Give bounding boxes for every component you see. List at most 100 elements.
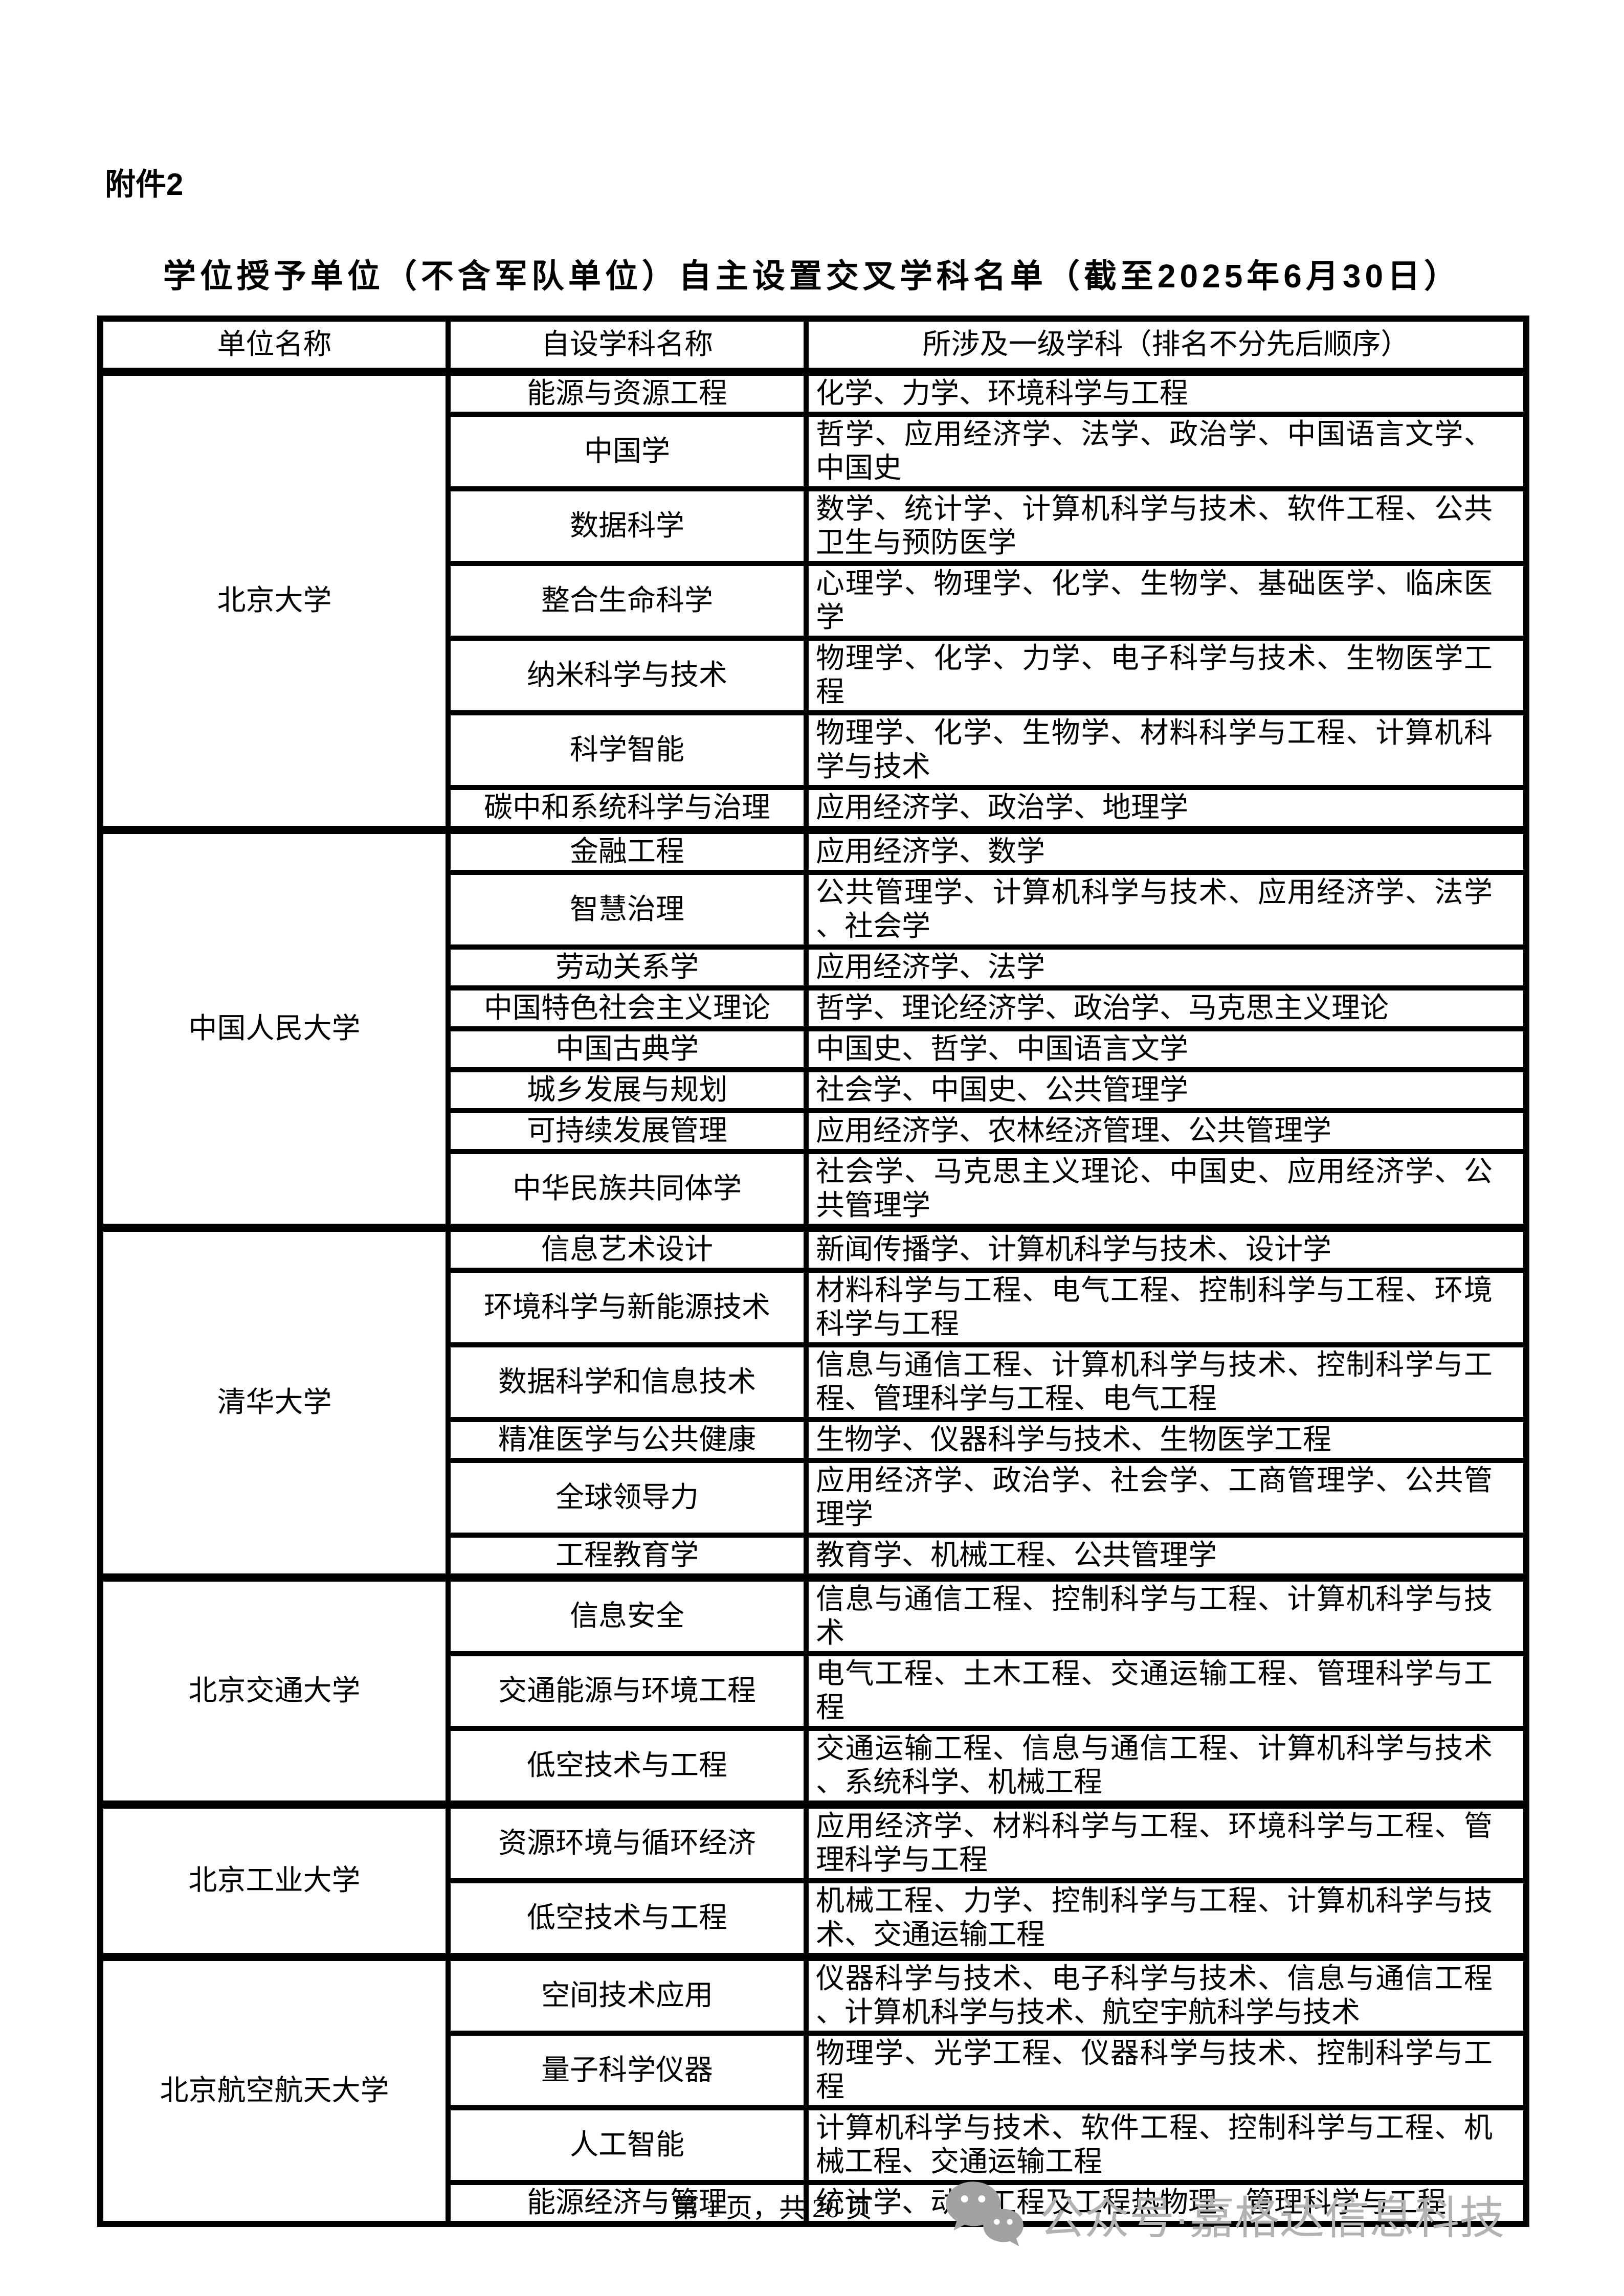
table-row: 中国特色社会主义理论 哲学、理论经济学、政治学、马克思主义理论 xyxy=(100,985,1529,1031)
subject-cell: 低空技术与工程 xyxy=(446,1878,809,1960)
subject-cell: 资源环境与循环经济 xyxy=(446,1800,809,1883)
page-title: 学位授予单位（不含军队单位）自主设置交叉学科名单（截至2025年6月30日） xyxy=(163,258,1461,295)
subject-cell: 精准医学与公共健康 xyxy=(446,1417,809,1463)
table-header-row: 单位名称 自设学科名称 所涉及一级学科（排名不分先后顺序） xyxy=(98,316,1529,374)
subject-cell: 城乡发展与规划 xyxy=(446,1067,809,1113)
disciplines-cell: 哲学、理论经济学、政治学、马克思主义理论 xyxy=(804,985,1529,1031)
disciplines-cell: 交通运输工程、信息与通信工程、计算机科学与技术、系统科学、机械工程 xyxy=(804,1726,1529,1807)
disciplines-cell: 社会学、马克思主义理论、中国史、应用经济学、公共管理学 xyxy=(804,1149,1529,1230)
disciplines-cell: 哲学、应用经济学、法学、政治学、中国语言文学、中国史 xyxy=(804,412,1529,491)
subject-cell: 纳米科学与技术 xyxy=(446,636,809,715)
table-row: 低空技术与工程 交通运输工程、信息与通信工程、计算机科学与技术、系统科学、机械工程 xyxy=(100,1726,1529,1807)
disciplines-table: 单位名称 自设学科名称 所涉及一级学科（排名不分先后顺序） 北京大学 能源与资源工… xyxy=(97,316,1529,2227)
university-cell: 北京工业大学 xyxy=(98,1800,451,1960)
disciplines-cell: 物理学、光学工程、仪器科学与技术、控制科学与工程 xyxy=(804,2031,1529,2110)
watermark-text: 公众号·嘉格达信息科技 xyxy=(1039,2193,1505,2243)
subject-cell: 中国学 xyxy=(446,412,809,491)
table-row: 能源经济与管理 统计学、动力工程及工程热物理、管理科学与工程 xyxy=(100,2180,1529,2226)
table-row: 清华大学 信息艺术设计 新闻传播学、计算机科学与技术、设计学 xyxy=(98,1224,1529,1580)
subject-cell: 中国特色社会主义理论 xyxy=(446,985,809,1031)
university-cell: 清华大学 xyxy=(98,1224,451,1580)
subject-cell: 整合生命科学 xyxy=(446,561,809,641)
subject-cell: 数据科学 xyxy=(446,486,809,566)
disciplines-cell: 心理学、物理学、化学、生物学、基础医学、临床医学 xyxy=(804,561,1529,641)
table-row: 纳米科学与技术 物理学、化学、力学、电子科学与技术、生物医学工程 xyxy=(100,636,1529,715)
disciplines-cell: 数学、统计学、计算机科学与技术、软件工程、公共卫生与预防医学 xyxy=(804,486,1529,566)
disciplines-cell: 应用经济学、数学 xyxy=(804,826,1529,875)
table-header: 单位名称 自设学科名称 所涉及一级学科（排名不分先后顺序） xyxy=(98,316,1529,374)
watermark: 公众号·嘉格达信息科技 xyxy=(941,2177,1504,2259)
table-row: 中国学 哲学、应用经济学、法学、政治学、中国语言文学、中国史 xyxy=(100,412,1529,491)
subject-cell: 空间技术应用 xyxy=(446,1953,809,2036)
disciplines-cell: 中国史、哲学、中国语言文学 xyxy=(804,1026,1529,1072)
table-body: 北京大学 能源与资源工程 化学、力学、环境科学与工程 中国学 哲学、应用经济学、法学、政… xyxy=(98,368,1529,2226)
subject-cell: 低空技术与工程 xyxy=(446,1726,809,1807)
subject-cell: 数据科学和信息技术 xyxy=(446,1342,809,1422)
university-cell: 北京交通大学 xyxy=(98,1573,451,1807)
table-row: 中国人民大学 金融工程 应用经济学、数学 xyxy=(98,826,1529,1230)
subject-cell: 信息艺术设计 xyxy=(446,1224,809,1273)
disciplines-cell: 应用经济学、政治学、社会学、工商管理学、公共管理学 xyxy=(804,1458,1529,1538)
table-row: 北京大学 能源与资源工程 化学、力学、环境科学与工程 xyxy=(98,368,1529,832)
table-row: 智慧治理 公共管理学、计算机科学与技术、应用经济学、法学、社会学 xyxy=(100,870,1529,950)
subject-cell: 碳中和系统科学与治理 xyxy=(446,785,809,832)
subject-cell: 中国古典学 xyxy=(446,1026,809,1072)
table-row: 量子科学仪器 物理学、光学工程、仪器科学与技术、控制科学与工程 xyxy=(100,2031,1529,2110)
table-row: 中华民族共同体学 社会学、马克思主义理论、中国史、应用经济学、公共管理学 xyxy=(100,1149,1529,1230)
disciplines-cell: 信息与通信工程、计算机科学与技术、控制科学与工程、管理科学与工程、电气工程 xyxy=(804,1342,1529,1422)
table-row: 交通能源与环境工程 电气工程、土木工程、交通运输工程、管理科学与工程 xyxy=(100,1651,1529,1731)
disciplines-cell: 社会学、中国史、公共管理学 xyxy=(804,1067,1529,1113)
table-row: 数据科学和信息技术 信息与通信工程、计算机科学与技术、控制科学与工程、管理科学与工… xyxy=(100,1342,1529,1422)
table-row: 北京交通大学 信息安全 信息与通信工程、控制科学与工程、计算机科学与技术 xyxy=(98,1573,1529,1807)
disciplines-cell: 机械工程、力学、控制科学与工程、计算机科学与技术、交通运输工程 xyxy=(804,1878,1529,1960)
table-row: 数据科学 数学、统计学、计算机科学与技术、软件工程、公共卫生与预防医学 xyxy=(100,486,1529,566)
subject-cell: 可持续发展管理 xyxy=(446,1108,809,1154)
disciplines-cell: 物理学、化学、生物学、材料科学与工程、计算机科学与技术 xyxy=(804,710,1529,790)
disciplines-cell: 电气工程、土木工程、交通运输工程、管理科学与工程 xyxy=(804,1651,1529,1731)
disciplines-cell: 仪器科学与技术、电子科学与技术、信息与通信工程、计算机科学与技术、航空宇航科学与… xyxy=(804,1953,1529,2036)
disciplines-cell: 计算机科学与技术、软件工程、控制科学与工程、机械工程、交通运输工程 xyxy=(804,2105,1529,2185)
disciplines-cell: 生物学、仪器科学与技术、生物医学工程 xyxy=(804,1417,1529,1463)
table-row: 全球领导力 应用经济学、政治学、社会学、工商管理学、公共管理学 xyxy=(100,1458,1529,1538)
university-cell: 北京航空航天大学 xyxy=(98,1953,451,2226)
disciplines-cell: 信息与通信工程、控制科学与工程、计算机科学与技术 xyxy=(804,1573,1529,1656)
subject-cell: 环境科学与新能源技术 xyxy=(446,1268,809,1347)
page-footer: 第 1 页，共 26 页 公众号·嘉格达信息科技 xyxy=(0,2177,1624,2280)
subject-cell: 能源与资源工程 xyxy=(446,368,809,417)
disciplines-cell: 物理学、化学、力学、电子科学与技术、生物医学工程 xyxy=(804,636,1529,715)
disciplines-cell: 应用经济学、法学 xyxy=(804,944,1529,991)
subject-cell: 科学智能 xyxy=(446,710,809,790)
table-row: 可持续发展管理 应用经济学、农林经济管理、公共管理学 xyxy=(100,1108,1529,1154)
header-related-disciplines: 所涉及一级学科（排名不分先后顺序） xyxy=(804,316,1529,374)
subject-cell: 信息安全 xyxy=(446,1573,809,1656)
table-row: 碳中和系统科学与治理 应用经济学、政治学、地理学 xyxy=(100,785,1529,832)
table-row: 北京工业大学 资源环境与循环经济 应用经济学、材料科学与工程、环境科学与工程、管理科… xyxy=(98,1800,1529,1960)
subject-cell: 金融工程 xyxy=(446,826,809,875)
table-row: 整合生命科学 心理学、物理学、化学、生物学、基础医学、临床医学 xyxy=(100,561,1529,641)
page-number: 第 1 页，共 26 页 xyxy=(673,2194,873,2223)
disciplines-cell: 应用经济学、农林经济管理、公共管理学 xyxy=(804,1108,1529,1154)
table-row: 环境科学与新能源技术 材料科学与工程、电气工程、控制科学与工程、环境科学与工程 xyxy=(100,1268,1529,1347)
subject-cell: 交通能源与环境工程 xyxy=(446,1651,809,1731)
subject-cell: 能源经济与管理 xyxy=(446,2180,809,2226)
table-row: 中国古典学 中国史、哲学、中国语言文学 xyxy=(100,1026,1529,1072)
header-subject-name: 自设学科名称 xyxy=(446,316,809,374)
subject-cell: 量子科学仪器 xyxy=(446,2031,809,2110)
table-row: 人工智能 计算机科学与技术、软件工程、控制科学与工程、机械工程、交通运输工程 xyxy=(100,2105,1529,2185)
subject-cell: 工程教育学 xyxy=(446,1533,809,1580)
table-row: 科学智能 物理学、化学、生物学、材料科学与工程、计算机科学与技术 xyxy=(100,710,1529,790)
table-row: 低空技术与工程 机械工程、力学、控制科学与工程、计算机科学与技术、交通运输工程 xyxy=(100,1878,1529,1960)
subject-cell: 智慧治理 xyxy=(446,870,809,950)
university-cell: 中国人民大学 xyxy=(98,826,451,1230)
table-row: 工程教育学 教育学、机械工程、公共管理学 xyxy=(100,1533,1529,1580)
disciplines-cell: 教育学、机械工程、公共管理学 xyxy=(804,1533,1529,1580)
disciplines-cell: 公共管理学、计算机科学与技术、应用经济学、法学、社会学 xyxy=(804,870,1529,950)
disciplines-cell: 应用经济学、材料科学与工程、环境科学与工程、管理科学与工程 xyxy=(804,1800,1529,1883)
table-row: 北京航空航天大学 空间技术应用 仪器科学与技术、电子科学与技术、信息与通信工程、计算… xyxy=(98,1953,1529,2226)
disciplines-cell: 新闻传播学、计算机科学与技术、设计学 xyxy=(804,1224,1529,1273)
subject-cell: 全球领导力 xyxy=(446,1458,809,1538)
university-cell: 北京大学 xyxy=(98,368,451,832)
table-row: 精准医学与公共健康 生物学、仪器科学与技术、生物医学工程 xyxy=(100,1417,1529,1463)
subject-cell: 中华民族共同体学 xyxy=(446,1149,809,1230)
